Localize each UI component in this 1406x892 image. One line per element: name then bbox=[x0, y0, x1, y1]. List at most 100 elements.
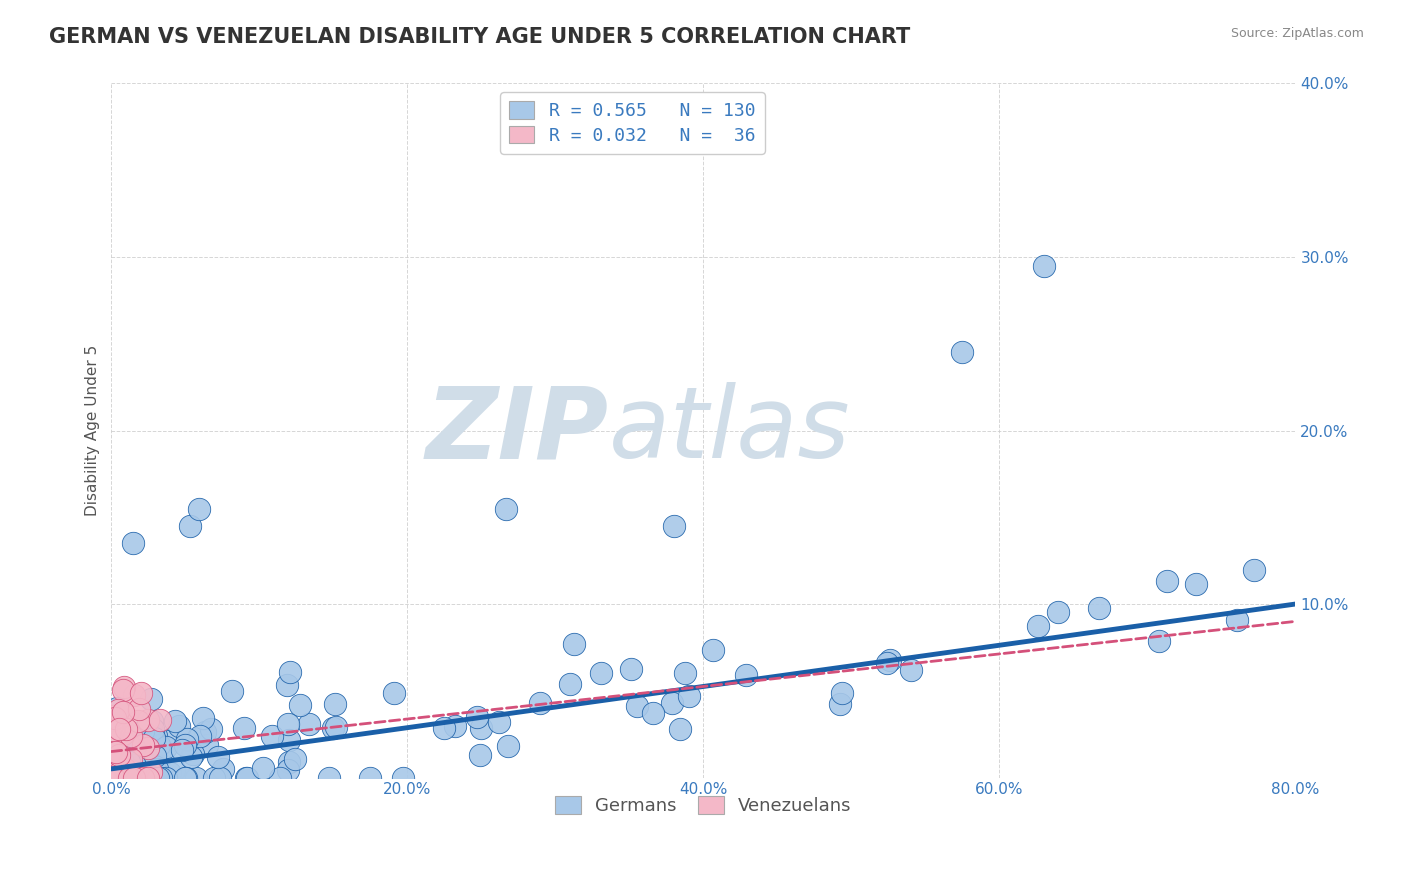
Point bbox=[101, 770, 124, 784]
Point bbox=[876, 656, 898, 670]
Point bbox=[146, 771, 169, 785]
Point bbox=[560, 677, 582, 691]
Point bbox=[112, 705, 135, 719]
Point bbox=[562, 637, 585, 651]
Point bbox=[1047, 605, 1070, 619]
Point bbox=[163, 714, 186, 728]
Point bbox=[139, 718, 162, 732]
Point bbox=[163, 763, 186, 777]
Point bbox=[107, 771, 129, 785]
Point bbox=[118, 756, 141, 770]
Point bbox=[159, 766, 181, 780]
Point bbox=[235, 771, 257, 785]
Point bbox=[128, 702, 150, 716]
Point bbox=[1032, 259, 1054, 273]
Point bbox=[136, 713, 159, 727]
Point bbox=[132, 739, 155, 753]
Point bbox=[169, 719, 191, 733]
Point bbox=[174, 771, 197, 785]
Point bbox=[145, 765, 167, 780]
Point bbox=[179, 519, 201, 533]
Point bbox=[184, 771, 207, 785]
Point bbox=[669, 722, 692, 736]
Point bbox=[146, 762, 169, 776]
Point bbox=[125, 736, 148, 750]
Point bbox=[121, 536, 143, 550]
Point bbox=[900, 663, 922, 677]
Point bbox=[145, 729, 167, 743]
Point bbox=[236, 771, 259, 785]
Point bbox=[260, 729, 283, 743]
Point bbox=[101, 771, 124, 785]
Point bbox=[120, 771, 142, 785]
Point bbox=[277, 716, 299, 731]
Point bbox=[495, 501, 517, 516]
Point bbox=[101, 771, 124, 785]
Point bbox=[212, 762, 235, 776]
Point bbox=[1149, 634, 1171, 648]
Legend: Germans, Venezuelans: Germans, Venezuelans bbox=[547, 788, 860, 824]
Point bbox=[112, 727, 135, 741]
Point bbox=[142, 731, 165, 745]
Point bbox=[114, 762, 136, 776]
Point bbox=[221, 684, 243, 698]
Point bbox=[643, 706, 665, 721]
Text: atlas: atlas bbox=[609, 382, 851, 479]
Point bbox=[173, 771, 195, 785]
Point bbox=[278, 665, 301, 680]
Point bbox=[318, 771, 340, 785]
Text: ZIP: ZIP bbox=[426, 382, 609, 479]
Point bbox=[132, 771, 155, 785]
Point bbox=[735, 668, 758, 682]
Point bbox=[155, 771, 177, 785]
Point bbox=[135, 771, 157, 785]
Point bbox=[108, 747, 131, 762]
Point bbox=[134, 771, 156, 785]
Point bbox=[107, 771, 129, 785]
Point bbox=[661, 697, 683, 711]
Point bbox=[136, 741, 159, 756]
Point bbox=[207, 750, 229, 764]
Point bbox=[176, 731, 198, 746]
Point bbox=[149, 713, 172, 727]
Point bbox=[139, 764, 162, 779]
Point bbox=[678, 689, 700, 703]
Point bbox=[181, 747, 204, 762]
Point bbox=[879, 653, 901, 667]
Point bbox=[470, 722, 492, 736]
Point bbox=[124, 771, 146, 785]
Point bbox=[252, 761, 274, 775]
Point bbox=[288, 698, 311, 712]
Point bbox=[124, 758, 146, 772]
Point bbox=[187, 501, 209, 516]
Point bbox=[118, 771, 141, 785]
Point bbox=[107, 744, 129, 758]
Point bbox=[180, 750, 202, 764]
Point bbox=[444, 718, 467, 732]
Point bbox=[122, 688, 145, 702]
Point bbox=[202, 771, 225, 785]
Text: Source: ZipAtlas.com: Source: ZipAtlas.com bbox=[1230, 27, 1364, 40]
Point bbox=[103, 723, 125, 737]
Point bbox=[284, 752, 307, 766]
Point bbox=[108, 723, 131, 737]
Point bbox=[141, 714, 163, 729]
Point bbox=[195, 738, 218, 752]
Point bbox=[952, 345, 974, 359]
Point bbox=[135, 771, 157, 785]
Point bbox=[150, 742, 173, 756]
Point bbox=[138, 771, 160, 785]
Point bbox=[105, 766, 128, 780]
Point bbox=[143, 766, 166, 780]
Point bbox=[150, 771, 173, 785]
Point bbox=[200, 722, 222, 736]
Point bbox=[132, 724, 155, 739]
Point bbox=[277, 756, 299, 770]
Point bbox=[188, 730, 211, 744]
Point bbox=[269, 771, 291, 785]
Point bbox=[465, 709, 488, 723]
Point bbox=[105, 771, 128, 785]
Point bbox=[103, 709, 125, 723]
Point bbox=[108, 765, 131, 780]
Point bbox=[828, 697, 851, 711]
